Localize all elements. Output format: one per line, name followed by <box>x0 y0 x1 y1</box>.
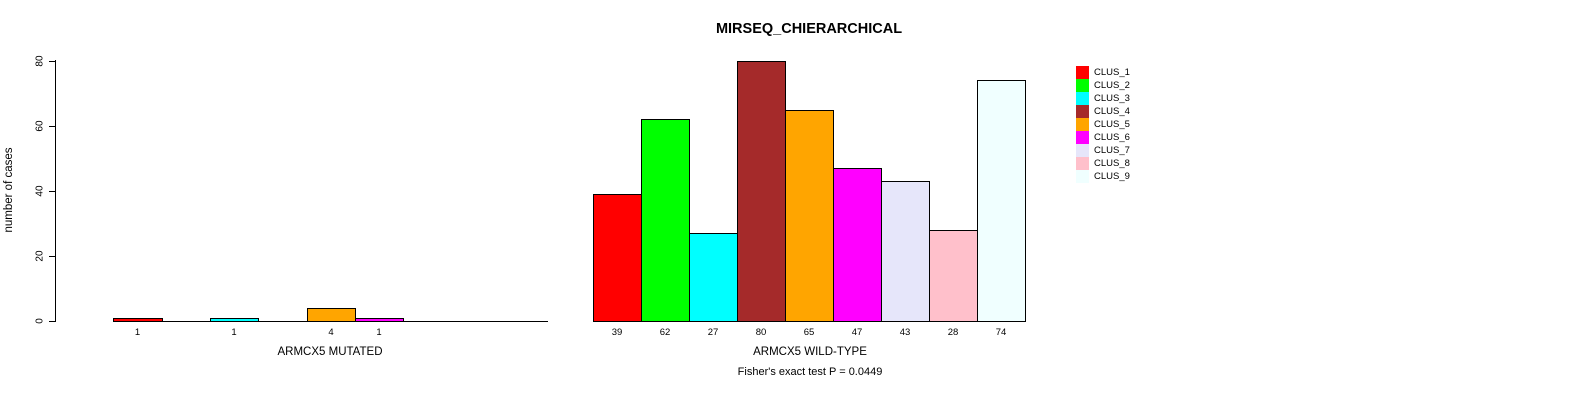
bar-value-label: 4 <box>328 327 334 338</box>
legend-label: CLUS_9 <box>1094 171 1130 182</box>
bar-clus_6 <box>355 318 404 322</box>
bar-clus_5 <box>307 308 356 322</box>
fisher-test-annotation: Fisher's exact test P = 0.0449 <box>737 366 883 378</box>
legend-item-clus_9: CLUS_9 <box>1076 170 1130 183</box>
legend-swatch <box>1076 118 1089 131</box>
legend-item-clus_3: CLUS_3 <box>1076 92 1130 105</box>
bar-value-label: 62 <box>659 327 671 338</box>
legend-label: CLUS_7 <box>1094 145 1130 156</box>
legend-item-clus_2: CLUS_2 <box>1076 79 1130 92</box>
y-axis-tick-label: 0 <box>34 318 46 324</box>
legend-item-clus_8: CLUS_8 <box>1076 157 1130 170</box>
y-axis-tick <box>49 321 56 322</box>
bar-value-label: 1 <box>231 327 237 338</box>
legend-swatch <box>1076 79 1089 92</box>
bar-clus_5 <box>785 110 834 322</box>
legend-swatch <box>1076 105 1089 118</box>
legend-swatch <box>1076 131 1089 144</box>
legend-item-clus_5: CLUS_5 <box>1076 118 1130 131</box>
bar-value-label: 74 <box>995 327 1007 338</box>
y-axis-tick-label: 20 <box>34 250 46 262</box>
legend-item-clus_7: CLUS_7 <box>1076 144 1130 157</box>
bar-value-label: 43 <box>899 327 911 338</box>
bar-value-label: 28 <box>947 327 959 338</box>
y-axis-tick-label: 60 <box>34 120 46 132</box>
legend-label: CLUS_5 <box>1094 119 1130 130</box>
y-axis-tick <box>49 191 56 192</box>
legend-label: CLUS_6 <box>1094 132 1130 143</box>
legend-label: CLUS_2 <box>1094 80 1130 91</box>
bar-clus_7 <box>881 181 930 322</box>
legend-swatch <box>1076 144 1089 157</box>
chart-title: MIRSEQ_CHIERARCHICAL <box>715 21 903 37</box>
y-axis-tick-label: 80 <box>34 55 46 67</box>
legend-label: CLUS_8 <box>1094 158 1130 169</box>
bar-clus_3 <box>210 318 259 322</box>
bar-clus_1 <box>113 318 163 322</box>
bar-value-label: 39 <box>611 327 623 338</box>
legend: CLUS_1 CLUS_2 CLUS_3 CLUS_4 CLUS_5 CLUS_6 CLUS… <box>1076 66 1130 183</box>
bar-value-label: 65 <box>803 327 815 338</box>
bar-value-label: 1 <box>376 327 382 338</box>
legend-item-clus_1: CLUS_1 <box>1076 66 1130 79</box>
bar-clus_8 <box>929 230 978 322</box>
y-axis-tick <box>49 61 56 62</box>
y-axis-tick <box>49 256 56 257</box>
legend-swatch <box>1076 66 1089 79</box>
bar-clus_4 <box>737 61 786 322</box>
x-axis-label-wildtype: ARMCX5 WILD-TYPE <box>753 346 867 358</box>
bar-clus_6 <box>833 168 882 322</box>
bar-clus_2 <box>641 119 690 322</box>
y-axis-label: number of cases <box>3 147 15 233</box>
legend-label: CLUS_3 <box>1094 93 1130 104</box>
x-axis-label-mutated: ARMCX5 MUTATED <box>277 346 383 358</box>
legend-label: CLUS_1 <box>1094 67 1130 78</box>
legend-swatch <box>1076 92 1089 105</box>
legend-item-clus_4: CLUS_4 <box>1076 105 1130 118</box>
bar-clus_1 <box>593 194 642 322</box>
bar-clus_9 <box>977 80 1026 322</box>
legend-swatch <box>1076 157 1089 170</box>
legend-label: CLUS_4 <box>1094 106 1130 117</box>
legend-item-clus_6: CLUS_6 <box>1076 131 1130 144</box>
bar-value-label: 1 <box>134 327 141 338</box>
bar-value-label: 80 <box>755 327 767 338</box>
bar-clus_3 <box>689 233 738 322</box>
bar-value-label: 27 <box>707 327 719 338</box>
bar-value-label: 47 <box>851 327 863 338</box>
legend-swatch <box>1076 170 1089 183</box>
y-axis-tick-label: 40 <box>34 185 46 197</box>
y-axis-tick <box>49 126 56 127</box>
